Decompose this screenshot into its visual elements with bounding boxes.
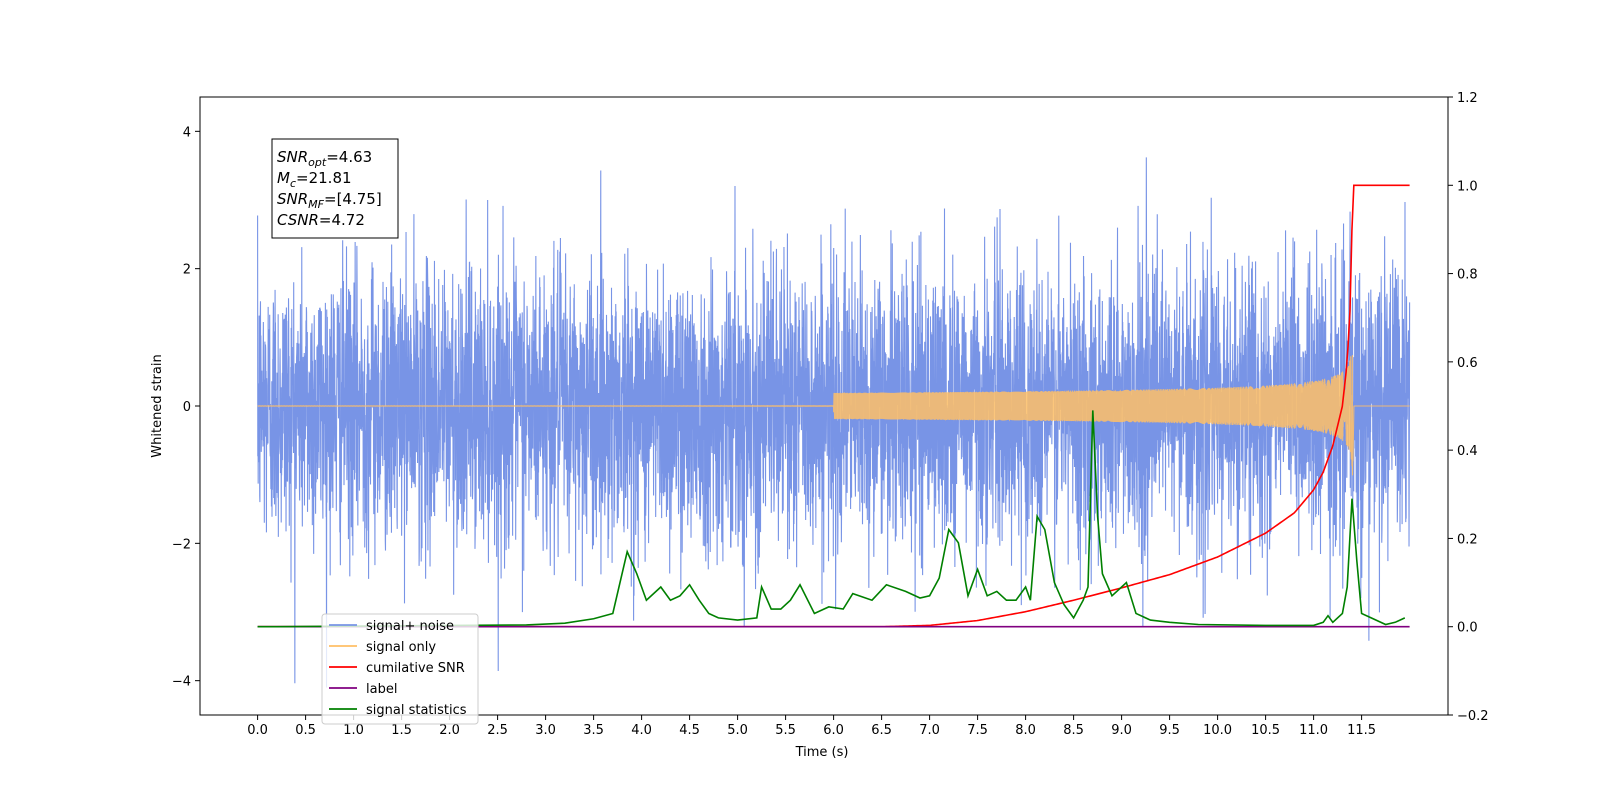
x-tick-label: 6.5 xyxy=(871,723,892,738)
y-axis-label: Whitened strain xyxy=(150,354,165,457)
x-axis: 0.0 0.5 1.0 1.5 2.0 2.5 3.0 3.5 4.0 4.5 5.0 5.5 6.0 6… xyxy=(247,715,1376,738)
stats-subscript: opt xyxy=(308,156,327,169)
x-tick-label: 9.0 xyxy=(1111,723,1132,738)
y2-tick-label: 0.6 xyxy=(1457,356,1478,371)
stats-symbol: SNR xyxy=(277,190,308,208)
x-tick-label: 8.5 xyxy=(1063,723,1084,738)
x-tick-label: 5.5 xyxy=(775,723,796,738)
x-tick-label: 7.5 xyxy=(967,723,988,738)
legend-entry: signal statistics xyxy=(366,703,467,718)
y-tick-label: 0 xyxy=(183,400,191,415)
y2-tick-label: 1.0 xyxy=(1457,179,1478,194)
x-tick-label: 11.5 xyxy=(1347,723,1376,738)
x-tick-label: 7.0 xyxy=(919,723,940,738)
x-tick-label: 10.0 xyxy=(1203,723,1232,738)
series-signal-noise xyxy=(257,157,1411,688)
y-tick-label: 2 xyxy=(183,263,191,278)
x-tick-label: 1.5 xyxy=(391,723,412,738)
stats-symbol: SNR xyxy=(277,148,308,166)
x-tick-label: 6.0 xyxy=(823,723,844,738)
stats-subscript: c xyxy=(290,177,296,190)
legend-entry: signal+ noise xyxy=(366,619,454,634)
x-tick-label: 4.5 xyxy=(679,723,700,738)
y2-tick-label: 0.8 xyxy=(1457,268,1478,283)
x-tick-label: 1.0 xyxy=(343,723,364,738)
y-tick-label: −4 xyxy=(172,675,191,690)
x-tick-label: 4.0 xyxy=(631,723,652,738)
stats-value: =4.72 xyxy=(319,211,365,229)
legend: signal+ noise signal only cumilative SNR la… xyxy=(321,613,479,725)
stats-symbol: CSNR xyxy=(277,211,319,229)
y-tick-label: 4 xyxy=(183,125,191,140)
x-tick-label: 8.0 xyxy=(1015,723,1036,738)
y2-tick-label: −0.2 xyxy=(1457,709,1489,724)
legend-frame xyxy=(321,613,479,725)
stats-symbol: M xyxy=(277,169,290,187)
y-tick-label: −2 xyxy=(172,537,191,552)
y-axis-right: −0.2 0.0 0.2 0.4 0.6 0.8 1.0 1.2 xyxy=(1448,91,1489,724)
x-tick-label: 3.0 xyxy=(535,723,556,738)
stats-subscript: MF xyxy=(308,198,324,211)
stats-line: SNRMF=[4.75] xyxy=(277,190,382,211)
y2-tick-label: 0.2 xyxy=(1457,532,1478,547)
stats-box-frame xyxy=(271,138,399,239)
x-axis-label: Time (s) xyxy=(795,745,849,760)
x-tick-label: 2.0 xyxy=(439,723,460,738)
series-signal-statistics xyxy=(257,410,1406,628)
stats-value: =4.63 xyxy=(326,148,372,166)
legend-entry: label xyxy=(366,682,397,697)
y2-tick-label: 0.4 xyxy=(1457,444,1478,459)
x-tick-label: 2.5 xyxy=(487,723,508,738)
stats-value: =[4.75] xyxy=(324,190,382,208)
x-tick-label: 9.5 xyxy=(1159,723,1180,738)
x-tick-label: 11.0 xyxy=(1299,723,1328,738)
stats-line: Mc=21.81 xyxy=(277,169,352,190)
x-tick-label: 3.5 xyxy=(583,723,604,738)
y-axis-left: −4 −2 0 2 4 xyxy=(172,125,200,690)
stats-line: CSNR=4.72 xyxy=(277,211,365,229)
series-signal-only xyxy=(257,355,1410,476)
x-tick-label: 0.5 xyxy=(295,723,316,738)
legend-entry: cumilative SNR xyxy=(366,661,465,676)
y2-tick-label: 1.2 xyxy=(1457,91,1478,106)
x-tick-label: 10.5 xyxy=(1251,723,1280,738)
stats-value: =21.81 xyxy=(296,169,352,187)
stats-line: SNRopt=4.63 xyxy=(277,148,372,169)
legend-entry: signal only xyxy=(366,640,436,655)
y2-tick-label: 0.0 xyxy=(1457,621,1478,636)
x-tick-label: 0.0 xyxy=(247,723,268,738)
x-tick-label: 5.0 xyxy=(727,723,748,738)
